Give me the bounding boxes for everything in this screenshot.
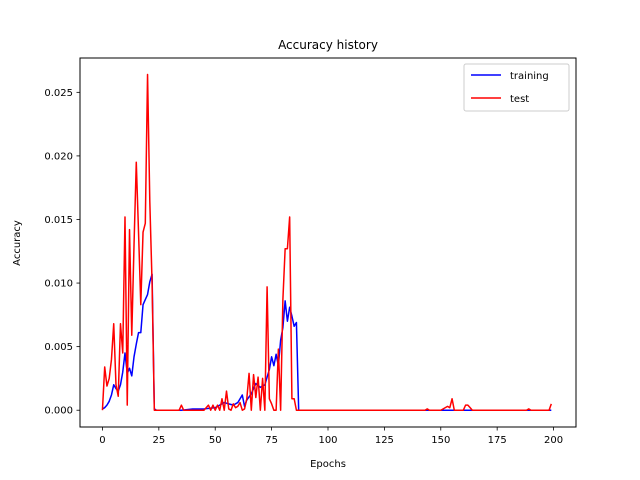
y-tick-label: 0.005 — [44, 342, 73, 353]
x-axis: 0 25 50 75 100 125 150 175 200 — [99, 427, 563, 446]
x-tick-label: 150 — [431, 435, 450, 446]
x-tick-label: 175 — [488, 435, 507, 446]
y-tick-label: 0.010 — [44, 279, 73, 290]
y-axis-label: Accuracy — [12, 220, 23, 266]
x-tick-label: 100 — [318, 435, 337, 446]
legend: training test — [463, 63, 570, 112]
x-tick-label: 50 — [209, 435, 222, 446]
x-tick-label: 25 — [152, 435, 165, 446]
y-tick-label: 0.025 — [44, 88, 73, 99]
series-line-test — [101, 73, 553, 411]
legend-label-training: training — [510, 71, 549, 82]
chart-title: Accuracy history — [278, 38, 378, 52]
x-tick-label: 200 — [544, 435, 563, 446]
x-tick-label: 0 — [99, 435, 105, 446]
x-tick-label: 125 — [375, 435, 394, 446]
x-tick-label: 75 — [265, 435, 278, 446]
y-axis: 0.000 0.005 0.010 0.015 0.020 0.025 — [44, 88, 80, 417]
x-axis-label: Epochs — [310, 459, 346, 470]
y-tick-label: 0.000 — [44, 406, 73, 417]
y-tick-label: 0.015 — [44, 215, 73, 226]
y-tick-label: 0.020 — [44, 151, 73, 162]
legend-label-test: test — [510, 94, 529, 105]
series-line-training — [102, 273, 552, 411]
